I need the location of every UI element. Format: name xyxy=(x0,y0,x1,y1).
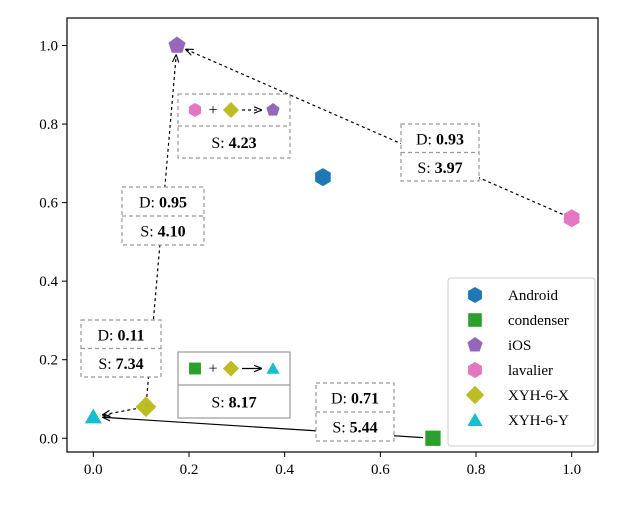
legend-marker-xyh-6-y xyxy=(467,412,483,426)
annotation-d-text: D: 0.11 xyxy=(97,327,144,344)
annotation-s-text: S: 3.97 xyxy=(417,160,462,177)
combo-s-value: 8.17 xyxy=(229,395,257,412)
combo-marker-condenser xyxy=(189,362,201,375)
legend-marker-condenser xyxy=(468,313,482,327)
combo-marker-xyh-6-x xyxy=(222,360,240,377)
combo-marker-xyh-6-y xyxy=(266,362,280,374)
annotation-s-label: S: xyxy=(98,356,115,373)
x-tick-label: 1.0 xyxy=(562,462,581,478)
legend-marker-ios xyxy=(467,337,483,352)
annotation-s-label: S: xyxy=(417,160,434,177)
point-ios xyxy=(168,36,186,53)
legend-marker-lavalier xyxy=(468,362,482,378)
legend-label: lavalier xyxy=(508,363,553,379)
plot-frame xyxy=(66,17,599,453)
y-tick-label: 0.2 xyxy=(39,353,58,369)
combo-plus-sign: + xyxy=(208,102,217,119)
combo-plus-sign: + xyxy=(208,361,217,378)
annotation-s-text: S: 7.34 xyxy=(98,356,143,373)
annotation-layer: D: 0.93S: 3.97D: 0.95S: 4.10D: 0.11S: 7.… xyxy=(80,93,480,442)
legend: Android condenser iOS lavalier XYH-6-X XYH-6-… xyxy=(447,277,596,447)
y-tick-label: 0.8 xyxy=(39,117,58,133)
point-android xyxy=(315,168,331,187)
combo-marker-lavalier xyxy=(188,103,202,117)
legend-label: XYH-6-Y xyxy=(508,413,569,429)
combo-s-label: S: xyxy=(211,135,228,152)
annotation-d-value: 0.71 xyxy=(351,391,379,408)
annotation-s-value: 4.10 xyxy=(158,224,186,241)
combo-marker-xyh-6-x xyxy=(222,101,240,119)
combo-s-value: 4.23 xyxy=(229,135,257,152)
annotation-s-value: 5.44 xyxy=(350,420,378,437)
point-xyh-6-x xyxy=(135,396,157,418)
x-tick-label: 0.6 xyxy=(371,462,390,478)
y-tick-label: 0.4 xyxy=(39,274,58,290)
combo-annotation-box: + S: 4.23 xyxy=(177,93,291,159)
annotation-d-value: 0.95 xyxy=(159,195,187,212)
annotation-d-text: D: 0.93 xyxy=(416,131,464,148)
annotation-s-label: S: xyxy=(140,224,157,241)
x-tick-label: 0.4 xyxy=(275,462,294,478)
point-xyh-6-y xyxy=(84,408,102,424)
legend-label: Android xyxy=(508,288,558,304)
annotation-s-value: 7.34 xyxy=(116,356,144,373)
combo-s-text: S: 4.23 xyxy=(211,135,256,152)
legend-label: iOS xyxy=(508,338,531,354)
y-tick-label: 0.0 xyxy=(39,431,58,447)
combo-marker-ios xyxy=(266,103,280,116)
legend-marker-xyh-6-x xyxy=(465,385,485,405)
points-layer xyxy=(84,36,580,446)
x-tick-label: 0.0 xyxy=(84,462,103,478)
annotation-s-text: S: 4.10 xyxy=(140,224,185,241)
annotation-box: D: 0.93S: 3.97 xyxy=(400,123,480,182)
annotation-d-text: D: 0.71 xyxy=(331,391,379,408)
annotation-box: D: 0.95S: 4.10 xyxy=(121,186,205,246)
axes: 0.0 0.2 0.4 0.6 0.8 1.0 0.0 0.2 0.4 0.6 0.8 1.0 xyxy=(39,17,599,478)
annotation-s-value: 3.97 xyxy=(435,160,463,177)
x-tick-label: 0.2 xyxy=(180,462,199,478)
annotation-s-text: S: 5.44 xyxy=(332,420,377,437)
annotation-d-label: D: xyxy=(331,391,351,408)
combo-annotation-box: + S: 8.17 xyxy=(177,351,291,419)
legend-frame xyxy=(447,277,596,447)
annotation-box: D: 0.71S: 5.44 xyxy=(315,382,395,442)
legend-marker-android xyxy=(468,287,482,303)
annotation-d-text: D: 0.95 xyxy=(139,195,187,212)
annotation-d-label: D: xyxy=(97,327,117,344)
annotation-d-value: 0.11 xyxy=(117,327,144,344)
annotation-s-label: S: xyxy=(332,420,349,437)
legend-label: XYH-6-X xyxy=(508,388,569,404)
point-lavalier xyxy=(563,209,580,228)
annotation-box: D: 0.11S: 7.34 xyxy=(80,319,162,378)
combo-s-label: S: xyxy=(211,395,228,412)
annotation-d-label: D: xyxy=(139,195,159,212)
x-tick-label: 0.8 xyxy=(467,462,486,478)
y-tick-label: 1.0 xyxy=(39,38,58,54)
arrow-lavalier-to-ios xyxy=(185,49,563,215)
y-tick-label: 0.6 xyxy=(39,196,58,212)
combo-s-text: S: 8.17 xyxy=(211,395,256,412)
point-condenser xyxy=(425,430,441,446)
annotation-d-value: 0.93 xyxy=(436,131,464,148)
annotation-frame xyxy=(121,186,205,246)
legend-label: condenser xyxy=(508,313,569,329)
annotation-d-label: D: xyxy=(416,131,436,148)
